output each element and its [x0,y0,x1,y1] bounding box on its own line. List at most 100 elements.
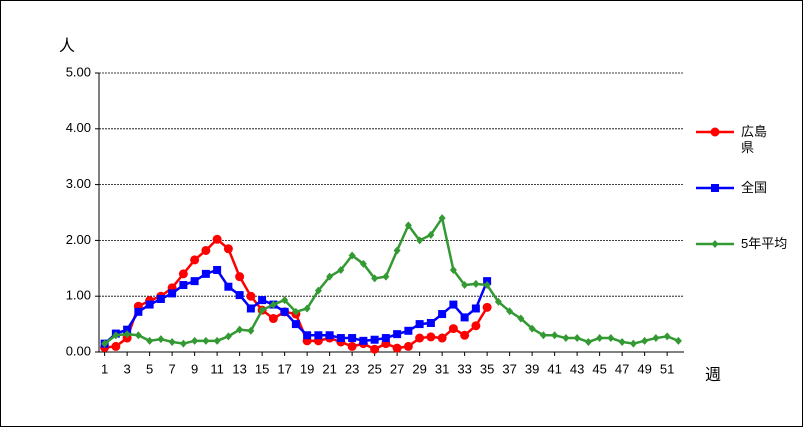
x-tick-label: 21 [322,361,336,376]
point [359,259,367,268]
point [404,221,412,230]
point [347,341,357,351]
x-tick-label: 35 [480,361,494,376]
point [392,343,402,353]
point [291,320,300,329]
point [145,300,154,309]
point [111,341,121,351]
point [258,296,267,305]
point [101,339,109,348]
point [247,326,255,335]
y-tick-label: 5.00 [66,64,91,79]
point [438,310,447,319]
x-tick-label: 49 [637,361,651,376]
point [618,337,626,346]
point [449,300,458,309]
point [191,336,199,345]
point [190,255,200,265]
point [415,333,425,343]
point [517,314,525,323]
x-tick-label: 31 [435,361,449,376]
point [281,296,289,305]
x-tick-label: 45 [592,361,606,376]
point [539,331,547,340]
point [562,334,570,343]
x-tick-label: 47 [615,361,629,376]
x-tick-label: 41 [547,361,561,376]
point [337,265,345,274]
point [528,324,536,333]
point [224,332,232,341]
y-tick-label: 3.00 [66,176,91,191]
y-axis-label: 人 [59,37,75,55]
point [314,331,323,340]
x-tick-label: 9 [191,361,198,376]
point [461,281,469,290]
point [134,307,143,316]
point [573,334,581,343]
point [179,339,187,348]
x-axis-label: 週 [705,366,721,384]
x-tick-label: 39 [525,361,539,376]
point [236,325,244,334]
point [472,279,480,288]
x-tick-label: 27 [390,361,404,376]
x-tick-label: 7 [169,361,176,376]
point [325,331,334,340]
point [674,336,682,345]
point [246,291,256,301]
point [629,339,637,348]
point [449,265,457,274]
point [607,334,615,343]
y-tick-label: 1.00 [66,288,91,303]
point [663,332,671,341]
point [235,272,245,282]
point [235,291,244,300]
point [404,326,413,335]
x-tick-label: 51 [660,361,674,376]
point [494,297,502,306]
point [168,337,176,346]
point [202,336,210,345]
point [223,244,233,254]
point [652,334,660,343]
series-line [103,214,679,345]
point [416,236,424,245]
x-tick-label: 29 [412,361,426,376]
point [426,318,435,327]
point [201,269,210,278]
point [134,331,142,340]
legend-label: 全国 [741,180,768,195]
point [710,127,720,137]
point [382,272,390,281]
point [258,306,266,315]
x-tick-label: 25 [367,361,381,376]
x-tick-label: 15 [255,361,269,376]
point [168,289,177,298]
point [179,281,188,290]
point [348,334,357,343]
point [303,304,311,313]
point [280,307,289,316]
point [146,336,154,345]
point [213,265,222,274]
point [393,330,402,339]
point [471,304,480,313]
point [336,334,345,343]
point [224,282,233,291]
point [359,336,368,345]
point [483,281,491,290]
point [326,272,334,281]
legend-label: 広島県 [741,124,768,155]
legend-label: 5年平均 [741,236,788,251]
point [303,331,312,340]
x-tick-label: 1 [101,361,108,376]
point [178,269,188,279]
point [427,230,435,239]
point [448,324,458,334]
point [584,337,592,346]
x-tick-label: 33 [457,361,471,376]
point [371,274,379,283]
point [551,331,559,340]
